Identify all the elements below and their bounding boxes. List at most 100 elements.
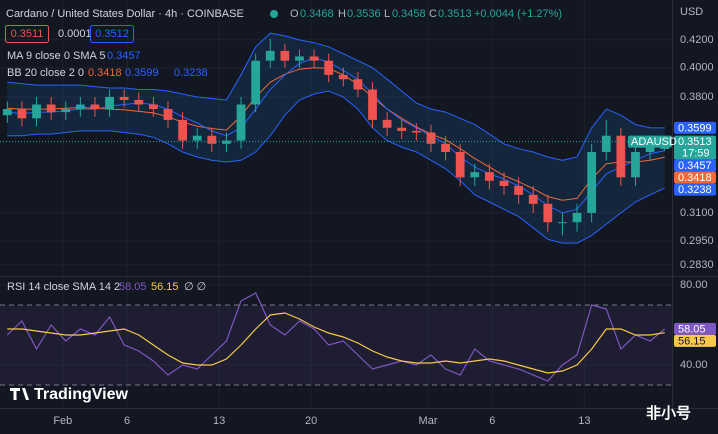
last-price-label-box (674, 135, 716, 160)
grid (0, 0, 672, 408)
rsi-sma-value: 56.15 (151, 281, 179, 293)
bb-upper (7, 32, 665, 161)
sell-price[interactable]: 0.3511 (11, 28, 44, 40)
ma-legend: MA 9 close 0 SMA 5 (7, 50, 105, 62)
candle-body (280, 50, 290, 61)
marks (0, 32, 672, 386)
candle-body (119, 96, 129, 100)
o-value: 0.3468 (300, 8, 334, 20)
bb-lower-value: 0.3238 (174, 67, 208, 79)
candle-body (411, 130, 421, 133)
bb-basis-value: 0.3418 (88, 67, 122, 79)
spread: 0.0001 (58, 28, 92, 40)
candle-body (470, 172, 480, 178)
change: +0.0044 (+1.27%) (474, 8, 562, 20)
ma-label: 0.3457 (678, 160, 712, 172)
x-tick-label: 6 (489, 415, 495, 427)
candle-body (645, 143, 655, 152)
candle-body (543, 203, 553, 223)
watermark: 非小号 (646, 404, 691, 422)
countdown: 17:59 (682, 148, 710, 160)
c-label: C (429, 8, 437, 20)
rsi-last-label-box (674, 322, 716, 335)
h-value: 0.3536 (347, 8, 381, 20)
candle-body (441, 143, 450, 152)
candle-body (17, 109, 27, 119)
candle-body (32, 104, 41, 119)
bb-basis (7, 67, 665, 201)
candle-body (149, 104, 158, 110)
candle-body (499, 180, 509, 187)
y-tick-label: 0.3800 (680, 91, 714, 103)
bb-legend: BB 20 close 2 0 (7, 67, 84, 79)
x-tick-label: Mar (419, 415, 438, 427)
candle-body (587, 151, 597, 213)
candle-body (90, 104, 100, 110)
currency: USD (680, 6, 703, 18)
y-tick-label: 0.4200 (680, 34, 714, 46)
ma-label-box (674, 159, 716, 172)
candle-body (616, 135, 626, 178)
candle-body (61, 109, 71, 113)
bb-basis-label: 0.3418 (678, 172, 712, 184)
candle-body (397, 127, 407, 131)
symbol-box (628, 135, 672, 148)
y-tick-label: 40.00 (680, 359, 708, 371)
rsi-last-label-box (674, 334, 716, 347)
x-tick-label: 13 (578, 415, 590, 427)
x-tick-label: 13 (213, 415, 225, 427)
logo-text: TradingView (34, 386, 129, 403)
rsi-line (6, 292, 666, 382)
l-value: 0.3458 (392, 8, 426, 20)
x-tick-label: 20 (305, 415, 317, 427)
buy-price[interactable]: 0.3512 (95, 28, 129, 40)
sell-box[interactable] (5, 25, 49, 43)
candle-body (265, 50, 275, 61)
market-dot (270, 10, 278, 18)
candle-body (514, 186, 523, 195)
bb-fill (7, 33, 665, 244)
rsi-line (7, 312, 665, 374)
y-tick-label: 0.2830 (680, 259, 714, 271)
candle-body (105, 96, 114, 110)
candle-body (192, 135, 202, 141)
candle-body (426, 132, 436, 144)
rsi-last-label: 58.05 (678, 323, 706, 335)
x-tick-label: Feb (53, 415, 72, 427)
bb-upper-label-box (674, 121, 716, 134)
bb-upper-label: 0.3599 (678, 122, 712, 134)
symbol-label: ADAUSD (631, 136, 677, 148)
candle-body (455, 151, 465, 178)
candle-body (572, 212, 582, 223)
candle-body (368, 89, 377, 120)
candle-body (338, 74, 348, 80)
bb-lower-label-box (674, 183, 716, 196)
y-tick-label: 0.3100 (680, 207, 714, 219)
c-value: 0.3513 (438, 8, 472, 20)
ma-value: 0.3457 (107, 50, 141, 62)
x-tick-label: 6 (124, 415, 130, 427)
candle-body (134, 99, 144, 105)
y-tick-label: 0.2950 (680, 235, 714, 247)
y-tick-label: 80.00 (680, 279, 708, 291)
candle-body (353, 79, 363, 90)
candle-body (558, 222, 567, 224)
l-label: L (384, 8, 390, 20)
h-label: H (338, 8, 346, 20)
bb-basis-label-box (674, 171, 716, 184)
rsi-last-label: 56.15 (678, 335, 706, 347)
candle-body (222, 140, 231, 144)
y-tick-label: 0.4000 (680, 62, 714, 74)
ma-line (7, 57, 665, 214)
candle-body (631, 151, 640, 178)
buy-box[interactable] (90, 25, 134, 43)
labels: Feb 6 13 20 Mar 6 13 0.4200 0.4000 0.3800 0.3100 0.… (53, 34, 716, 427)
rsi-band (0, 305, 672, 385)
candle-body (309, 56, 319, 61)
candle-body (178, 119, 187, 141)
candle-body (382, 119, 392, 128)
bb-lower-label: 0.3238 (678, 184, 712, 196)
o-label: O (290, 8, 299, 20)
